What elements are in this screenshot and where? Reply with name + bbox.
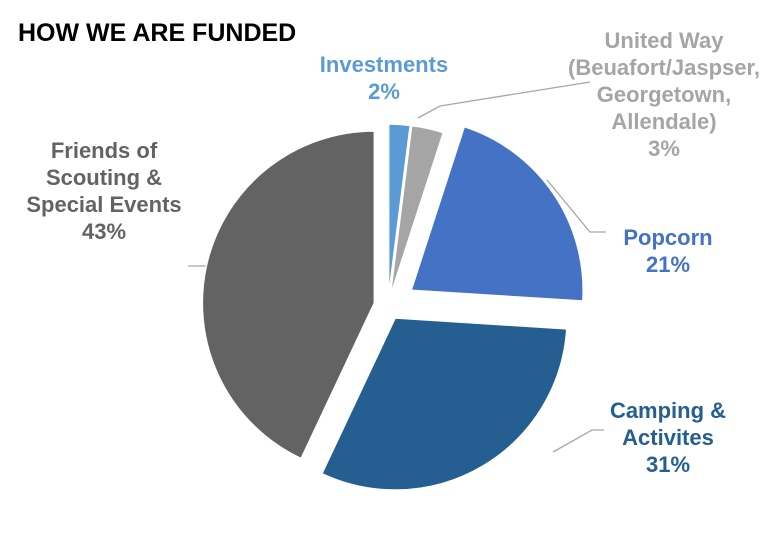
pie-slices [201,123,584,491]
pie-slice-1 [387,123,412,297]
slice-name-line: Friends of [51,138,158,163]
slice-value-label: 3% [648,136,680,161]
leader-line-4 [552,429,604,453]
pie-slice-4 [320,317,568,491]
pie-slice-3 [410,125,584,302]
slice-name-line: Scouting & [46,165,162,190]
slice-name-line: Special Events [26,192,181,217]
slice-label-3: Popcorn 21% [623,225,712,277]
pie-slice-5 [201,130,376,460]
slice-name-line: Popcorn [623,225,712,250]
slice-label-1: Investments 2% [320,52,448,104]
slice-name-line: (Beuafort/Jaspser, [568,55,760,80]
slice-name-line: Camping & [610,398,726,423]
chart-title: HOW WE ARE FUNDED [18,19,296,47]
slice-value-label: 21% [646,252,690,277]
pie-slice-2 [389,124,445,297]
slice-value-label: 31% [646,452,690,477]
slice-labels: Investments 2% United Way (Beuafort/Jaspser… [26,28,760,477]
slice-value-label: 43% [82,219,126,244]
slice-name-line: Allendale) [611,109,716,134]
slice-name-line: Georgetown, [597,82,731,107]
slice-label-2: United Way (Beuafort/Jaspser, Georgetown, A… [568,28,760,161]
leader-line-3 [546,179,606,233]
slice-value-label: 2% [368,79,400,104]
slice-label-5: Friends of Scouting & Special Events 43% [26,138,181,244]
leader-line-2 [417,81,591,119]
slice-name-line: United Way [605,28,725,53]
slice-name-line: Investments [320,52,448,77]
slice-label-4: Camping & Activites 31% [610,398,726,477]
slice-name-line: Activites [622,425,714,450]
